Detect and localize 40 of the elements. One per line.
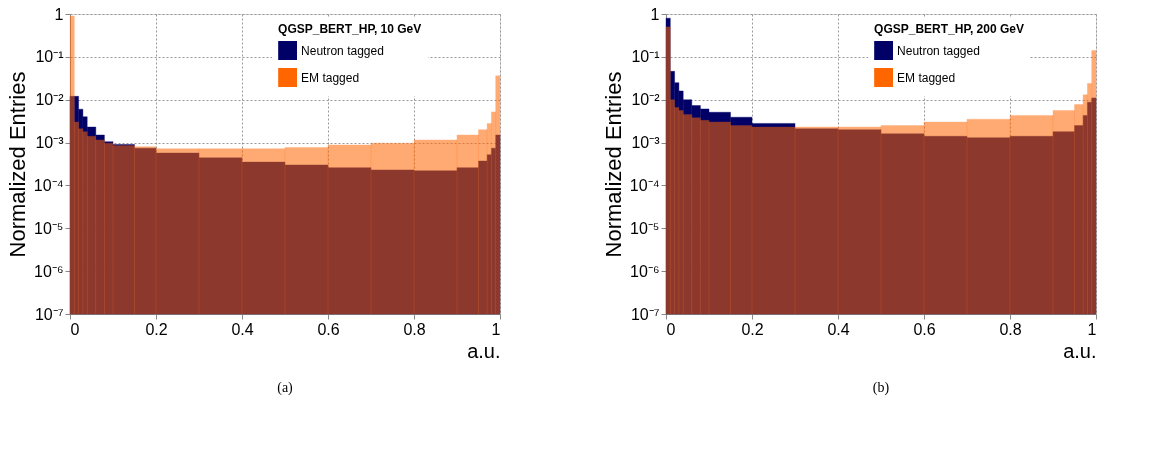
y-tick-label: 10⁻¹	[35, 48, 64, 66]
y-tick-label: 10⁻³	[35, 134, 65, 152]
x-tick-label: 0.8	[403, 320, 426, 338]
x-tick-label: 0.6	[913, 320, 936, 338]
y-tick-label: 10⁻⁴	[33, 176, 64, 194]
y-tick-label: 10⁻⁷	[630, 305, 660, 323]
x-tick-label: 1	[1087, 320, 1097, 338]
y-tick-label: 10⁻¹	[631, 48, 660, 66]
y-tick-label: 10⁻⁴	[629, 176, 660, 194]
y-tick-label: 10⁻²	[35, 91, 65, 109]
legend-label: EM tagged	[897, 70, 956, 85]
x-tick-label: 0	[666, 320, 676, 338]
y-tick-label: 10⁻⁷	[34, 305, 64, 323]
x-tick-label: 1	[491, 320, 501, 338]
legend-title: QGSP_BERT_HP, 200 GeV	[874, 22, 1024, 36]
x-tick-label: 0.4	[231, 320, 254, 338]
y-tick-label: 10⁻⁶	[630, 262, 660, 280]
legend-label: Neutron tagged	[897, 43, 980, 58]
text: (b)	[872, 380, 890, 396]
x-tick-label: 0.6	[317, 320, 340, 338]
legend-label: EM tagged	[301, 70, 360, 85]
text: (a)	[277, 380, 294, 396]
y-tick-label: 10⁻²	[631, 91, 661, 109]
x-tick-label: 0	[70, 320, 80, 338]
x-tick-label: 0.4	[827, 320, 850, 338]
y-axis-title: Normalized Entries	[4, 71, 30, 258]
y-tick-label: 1	[54, 5, 64, 23]
y-tick-label: 10⁻⁶	[34, 262, 64, 280]
y-tick-label: 10⁻³	[631, 134, 661, 152]
x-tick-label: 0.2	[145, 320, 168, 338]
y-tick-label: 10⁻⁵	[34, 219, 64, 237]
x-tick-label: 0.8	[999, 320, 1022, 338]
x-axis-title: a.u.	[1063, 339, 1097, 362]
x-tick-label: 0.2	[741, 320, 764, 338]
legend-label: Neutron tagged	[301, 43, 384, 58]
y-tick-label: 10⁻⁵	[630, 219, 660, 237]
y-tick-label: 1	[650, 5, 660, 23]
legend-title: QGSP_BERT_HP, 10 GeV	[278, 22, 422, 36]
y-axis-title: Normalized Entries	[600, 71, 626, 258]
x-axis-title: a.u.	[467, 339, 501, 362]
